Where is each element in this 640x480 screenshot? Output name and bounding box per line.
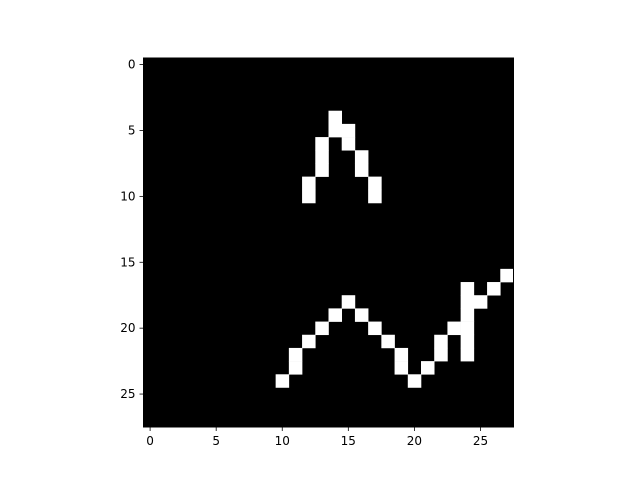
axes-frame bbox=[143, 57, 514, 428]
x-tick-label: 5 bbox=[212, 434, 220, 448]
pixel-cell bbox=[460, 308, 475, 322]
y-tick-label: 0 bbox=[128, 58, 136, 72]
x-tick-label: 25 bbox=[473, 434, 488, 448]
pixel-cell bbox=[315, 321, 329, 336]
pixel-cell bbox=[275, 374, 290, 388]
pixel-cell bbox=[447, 321, 461, 336]
pixel-cell bbox=[487, 282, 501, 296]
pixel-cell bbox=[328, 308, 343, 322]
x-tick-label: 0 bbox=[146, 434, 154, 448]
pixel-cell bbox=[315, 137, 329, 151]
pixel-cell bbox=[302, 334, 316, 349]
pixel-cell bbox=[354, 150, 369, 164]
y-tick-label: 20 bbox=[120, 321, 135, 335]
pixel-cell bbox=[354, 308, 369, 322]
pixel-cell bbox=[315, 163, 329, 177]
pixel-cell bbox=[341, 295, 356, 309]
pixel-cell bbox=[381, 334, 395, 349]
x-tick-label: 15 bbox=[341, 434, 356, 448]
pixel-cell bbox=[460, 334, 475, 349]
pixel-cell bbox=[473, 295, 488, 309]
pixel-cell bbox=[368, 321, 382, 336]
pixel-cell bbox=[394, 347, 409, 362]
pixel-cell bbox=[368, 189, 382, 204]
pixel-cell bbox=[407, 374, 422, 388]
pixel-cell bbox=[421, 361, 435, 375]
pixel-cell bbox=[434, 347, 448, 362]
pixel-cell bbox=[460, 295, 475, 309]
pixel-cell bbox=[460, 321, 475, 336]
pixel-cell bbox=[302, 189, 316, 204]
pixel-cell bbox=[434, 334, 448, 349]
pixel-cell bbox=[328, 123, 343, 138]
pixel-cell bbox=[288, 361, 303, 375]
y-tick-label: 10 bbox=[120, 189, 135, 203]
pixel-cell bbox=[315, 150, 329, 164]
pixel-cell bbox=[341, 137, 356, 151]
y-tick-label: 5 bbox=[128, 123, 136, 137]
x-tick-label: 10 bbox=[275, 434, 290, 448]
x-tick-label: 20 bbox=[407, 434, 422, 448]
y-axis: 0 5 10 15 20 25 bbox=[120, 58, 144, 401]
pixel-cell bbox=[302, 176, 316, 191]
pixel-cell bbox=[500, 268, 514, 283]
pixel-cell bbox=[368, 176, 382, 191]
image-pixels bbox=[275, 110, 514, 388]
x-axis: 0 5 10 15 20 25 bbox=[146, 427, 488, 448]
pixel-cell bbox=[288, 347, 303, 362]
pixel-cell bbox=[328, 110, 343, 125]
pixel-cell bbox=[460, 282, 475, 296]
pixel-cell bbox=[354, 163, 369, 177]
y-tick-label: 15 bbox=[120, 255, 135, 269]
pixel-cell bbox=[341, 123, 356, 138]
pixel-cell bbox=[460, 347, 475, 362]
y-tick-label: 25 bbox=[120, 387, 135, 401]
pixel-cell bbox=[394, 361, 409, 375]
